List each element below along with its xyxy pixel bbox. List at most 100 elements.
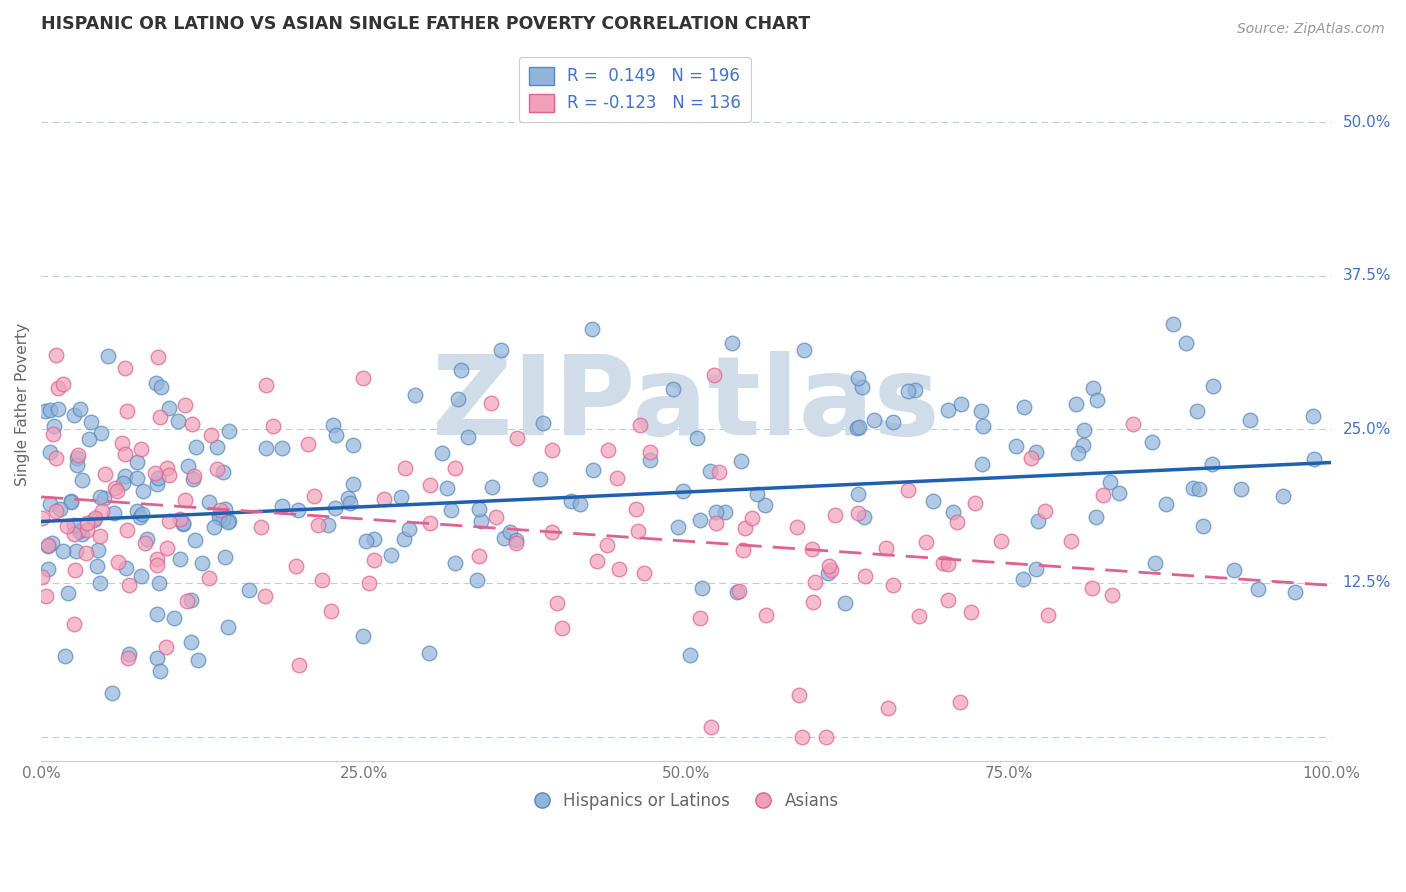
Point (157, 514, 180, 528)
Y-axis label: Single Father Poverty: Single Father Poverty (15, 323, 30, 486)
Point (207, 510, 229, 524)
Point (457, 430, 479, 444)
Point (505, 533, 527, 547)
Point (357, 575, 380, 590)
Point (704, 516, 727, 531)
Point (875, 541, 897, 555)
Point (217, 515, 239, 529)
Point (627, 524, 650, 538)
Point (48, 381, 70, 395)
Point (311, 573, 333, 587)
Point (51, 544, 73, 558)
Point (115, 523, 138, 537)
Point (45, 451, 67, 466)
Point (568, 497, 591, 511)
Point (853, 568, 876, 582)
Point (46, 401, 69, 416)
Point (419, 478, 441, 492)
Point (846, 506, 869, 520)
Point (127, 455, 149, 469)
Point (114, 447, 136, 461)
Point (846, 421, 869, 435)
Point (1229, 483, 1251, 497)
Point (34, 404, 56, 418)
Point (373, 491, 395, 506)
Point (145, 558, 167, 572)
Point (56, 518, 79, 533)
Point (316, 518, 339, 533)
Point (1284, 584, 1306, 599)
Point (41, 535, 63, 549)
Point (42, 418, 65, 433)
Point (134, 535, 156, 549)
Point (499, 524, 522, 539)
Point (703, 368, 725, 383)
Point (80, 415, 103, 429)
Point (253, 590, 276, 604)
Point (728, 583, 751, 598)
Point (67, 524, 90, 538)
Point (174, 398, 197, 412)
Point (755, 607, 778, 622)
Point (114, 361, 136, 376)
Point (172, 517, 194, 532)
Point (1005, 439, 1028, 453)
Point (1012, 401, 1035, 415)
Text: Source: ZipAtlas.com: Source: ZipAtlas.com (1237, 22, 1385, 37)
Text: ZIPatlas: ZIPatlas (433, 351, 941, 458)
Point (363, 533, 385, 547)
Text: 50.0%: 50.0% (1343, 115, 1391, 129)
Point (596, 442, 619, 457)
Point (90, 426, 112, 441)
Text: 25.0%: 25.0% (1343, 422, 1391, 437)
Point (262, 419, 284, 434)
Point (444, 556, 467, 570)
Point (747, 487, 769, 501)
Point (541, 443, 564, 458)
Point (363, 553, 385, 567)
Point (1060, 534, 1083, 549)
Point (1033, 504, 1056, 518)
Point (1201, 457, 1223, 471)
Text: 12.5%: 12.5% (1343, 575, 1391, 591)
Point (470, 514, 492, 528)
Point (180, 635, 202, 649)
Point (661, 382, 683, 396)
Point (35, 590, 58, 604)
Point (946, 515, 969, 529)
Point (699, 464, 721, 478)
Point (882, 578, 904, 592)
Point (640, 453, 662, 467)
Point (70, 527, 93, 541)
Point (148, 664, 170, 678)
Point (218, 424, 240, 438)
Point (156, 461, 179, 475)
Point (212, 466, 235, 480)
Point (307, 517, 329, 532)
Point (325, 427, 347, 442)
Point (485, 510, 508, 524)
Point (398, 522, 420, 536)
Point (468, 549, 491, 563)
Point (339, 496, 361, 510)
Point (1239, 413, 1261, 427)
Point (60, 494, 83, 508)
Point (432, 446, 454, 460)
Point (733, 542, 755, 557)
Point (336, 491, 359, 506)
Point (1099, 475, 1122, 489)
Point (60, 494, 83, 508)
Point (197, 494, 219, 508)
Point (741, 511, 763, 525)
Point (323, 501, 346, 516)
Point (1303, 452, 1326, 467)
Point (1081, 581, 1104, 595)
Point (851, 380, 873, 394)
Point (270, 441, 292, 455)
Point (1026, 514, 1049, 528)
Point (76, 516, 98, 530)
Point (1140, 435, 1163, 450)
Point (146, 350, 169, 364)
Point (824, 508, 846, 522)
Point (83, 511, 105, 525)
